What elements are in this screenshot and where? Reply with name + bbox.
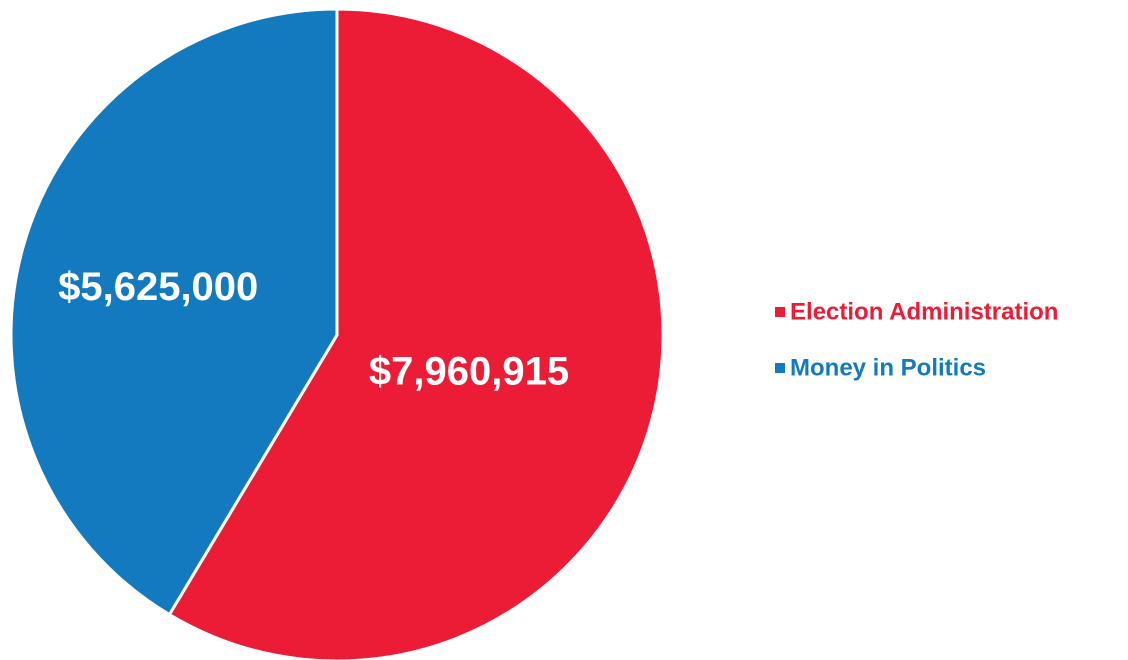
legend: Election Administration Money in Politics xyxy=(775,299,1058,382)
legend-label-election-administration: Election Administration xyxy=(790,299,1058,326)
data-label-election-administration: $7,960,915 xyxy=(369,350,569,394)
pie-slice-money-in-politics xyxy=(9,7,339,617)
legend-swatch-election-administration xyxy=(775,307,785,317)
pie-slice-election-administration xyxy=(167,7,665,660)
pie-slices xyxy=(9,7,665,660)
legend-label-money-in-politics: Money in Politics xyxy=(790,355,986,382)
data-label-money-in-politics: $5,625,000 xyxy=(58,265,258,309)
legend-swatch-money-in-politics xyxy=(775,363,785,373)
pie-data-labels: $7,960,915 $5,625,000 xyxy=(58,265,569,393)
